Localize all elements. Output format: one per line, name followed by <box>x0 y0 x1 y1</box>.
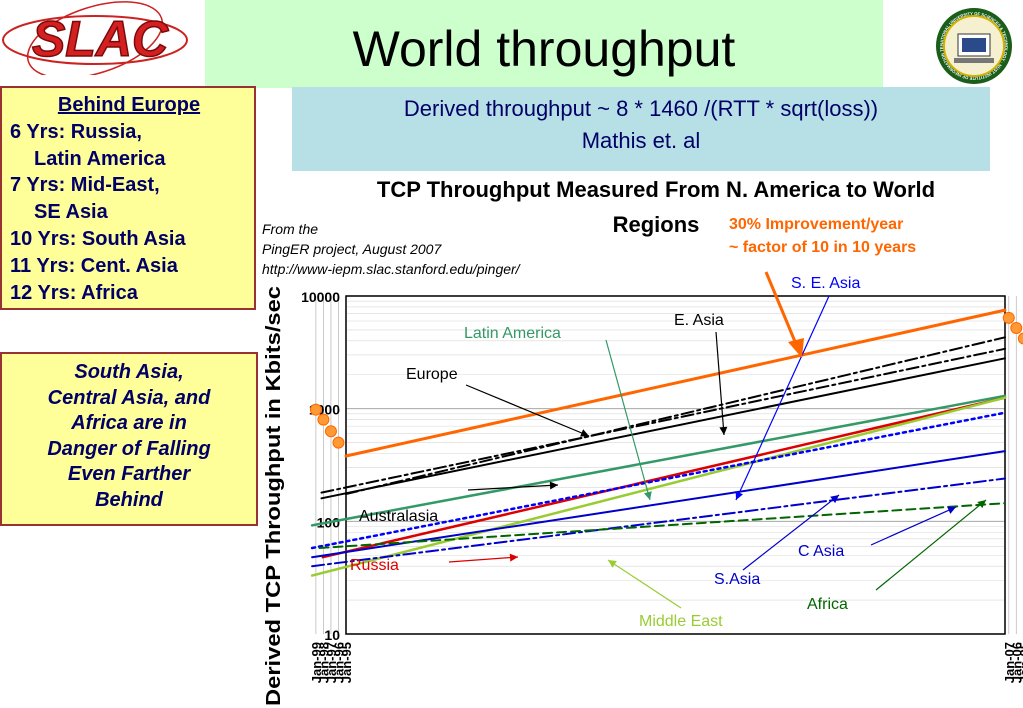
x-tick-label: Jan-96 <box>331 642 346 683</box>
callout-arrowhead-middle-east <box>608 560 617 568</box>
series-line-s-asia <box>311 477 1006 568</box>
trend-point <box>324 425 337 438</box>
behind-europe-box: Behind Europe 6 Yrs: Russia, Latin Ameri… <box>0 86 256 310</box>
callout-arrow-latin-america <box>605 339 651 501</box>
plot-area <box>345 295 1006 635</box>
series-label-russia: Russia <box>350 557 399 574</box>
behind-line: 10 Yrs: South Asia <box>10 227 186 250</box>
trend-point <box>332 436 345 449</box>
callout-arrowhead-africa <box>977 500 986 509</box>
behind-europe-heading: Behind Europe <box>57 94 201 116</box>
callout-arrow-russia <box>448 556 519 563</box>
y-axis-label: Derived TCP Throughput in Kbits/sec <box>263 286 285 706</box>
slac-logo: SLAC <box>2 1 188 75</box>
title-band <box>205 0 883 88</box>
danger-line: Even Farther <box>67 463 191 485</box>
series-label-australasia: Australasia <box>359 508 438 525</box>
series-line-s-e-asia <box>310 411 1007 550</box>
x-tick-label: Jan-06 <box>1009 642 1023 683</box>
danger-line: Central Asia, and <box>47 386 211 409</box>
trend-point <box>1010 321 1023 334</box>
x-tick-label: Jan-97 <box>324 642 339 683</box>
trend-arrow <box>764 271 798 345</box>
throughput-chart: 10100100010000Jan-95Jan-96Jan-97Jan-98Ja… <box>262 177 1023 706</box>
plot-frame <box>345 295 1006 635</box>
behind-line: Latin America <box>34 147 166 170</box>
series-label-latin-america: Latin America <box>464 325 561 342</box>
danger-line: Africa are in <box>71 412 187 434</box>
series-label-e-asia: E. Asia <box>674 312 724 329</box>
danger-line: Behind <box>95 488 163 511</box>
x-tick-label: Jan-95 <box>339 642 354 683</box>
callout-arrowhead-s-asia <box>830 495 839 504</box>
series-line-australasia <box>320 357 1006 500</box>
callout-arrow-s-asia <box>742 494 840 571</box>
callout-arrow-africa <box>875 499 987 591</box>
series-label-s-e-asia: S. E. Asia <box>791 275 860 292</box>
callout-arrowhead-australasia <box>549 481 558 490</box>
nust-seal: NATIONAL UNIVERSITY OF SCIENCES & TECHNO… <box>934 0 1012 84</box>
series-label-europe: Europe <box>406 366 458 383</box>
callout-arrow-middle-east <box>607 559 682 609</box>
trend-note: ~ factor of 10 in 10 years <box>729 239 916 256</box>
y-tick-label: 10 <box>324 627 340 643</box>
danger-line: Danger of Falling <box>47 437 211 460</box>
x-tick-label: Jan-98 <box>316 642 331 683</box>
x-tick-label: Jan-07 <box>1002 642 1017 683</box>
source-note: PingER project, August 2007 <box>262 241 442 257</box>
series-line-e-asia <box>345 336 1006 495</box>
x-tick-label: Jan-99 <box>309 642 324 683</box>
chart-title: Regions <box>613 212 700 237</box>
series-label-africa: Africa <box>807 596 848 613</box>
behind-line: SE Asia <box>34 201 108 224</box>
series-label-c-asia: C Asia <box>798 543 844 560</box>
source-note: http://www-iepm.slac.stanford.edu/pinger… <box>262 261 522 277</box>
callout-arrowhead-russia <box>509 553 518 562</box>
slac-logo-text: SLAC <box>32 11 169 67</box>
behind-line: 11 Yrs: Cent. Asia <box>10 254 178 277</box>
series-line-30-improvement-year <box>344 308 1007 458</box>
page-title: World throughput <box>352 21 736 77</box>
trend-point <box>317 413 330 426</box>
callout-arrowhead-s-e-asia <box>735 491 743 500</box>
series-line-europe <box>320 347 1006 494</box>
series-line-russia <box>321 396 1007 559</box>
callout-arrowhead-europe <box>580 429 589 437</box>
trend-point <box>1002 311 1015 324</box>
danger-line: South Asia, <box>74 361 184 383</box>
trend-point <box>309 403 322 416</box>
callout-arrow-europe <box>465 384 590 437</box>
source-note: From the <box>262 221 318 237</box>
callout-arrow-e-asia <box>715 331 725 436</box>
formula-line: Derived throughput ~ 8 * 1460 /(RTT * sq… <box>403 96 879 121</box>
chart-title: TCP Throughput Measured From N. America … <box>377 177 935 202</box>
callout-arrowhead-c-asia <box>947 506 956 514</box>
series-line-latin-america <box>310 394 1007 527</box>
callout-arrow-s-e-asia <box>735 295 830 501</box>
series-line-africa <box>318 502 1006 549</box>
formula-box: Derived throughput ~ 8 * 1460 /(RTT * sq… <box>292 87 990 171</box>
y-tick-label: 10000 <box>301 289 340 305</box>
behind-line: 7 Yrs: Mid-East, <box>10 174 160 197</box>
behind-line: 12 Yrs: Africa <box>10 281 138 304</box>
danger-note-box: South Asia, Central Asia, and Africa are… <box>0 352 258 526</box>
series-line-middle-east <box>310 396 1007 577</box>
behind-line: 6 Yrs: Russia, <box>10 120 142 143</box>
callout-arrow-australasia <box>467 484 559 491</box>
x-tick-label: Jan-05 <box>1017 642 1023 683</box>
callout-arrow-c-asia <box>870 506 957 546</box>
callout-arrowhead-latin-america <box>644 491 652 500</box>
formula-credit: Mathis et. al <box>581 128 701 153</box>
series-label-s-asia: S.Asia <box>714 571 760 588</box>
trend-point <box>1017 332 1023 345</box>
series-line-c-asia <box>311 450 1006 559</box>
callout-arrowhead-e-asia <box>719 426 728 435</box>
series-label-middle-east: Middle East <box>639 613 723 630</box>
trend-arrowhead <box>788 338 804 358</box>
trend-note: 30% Improvement/year <box>729 216 903 233</box>
